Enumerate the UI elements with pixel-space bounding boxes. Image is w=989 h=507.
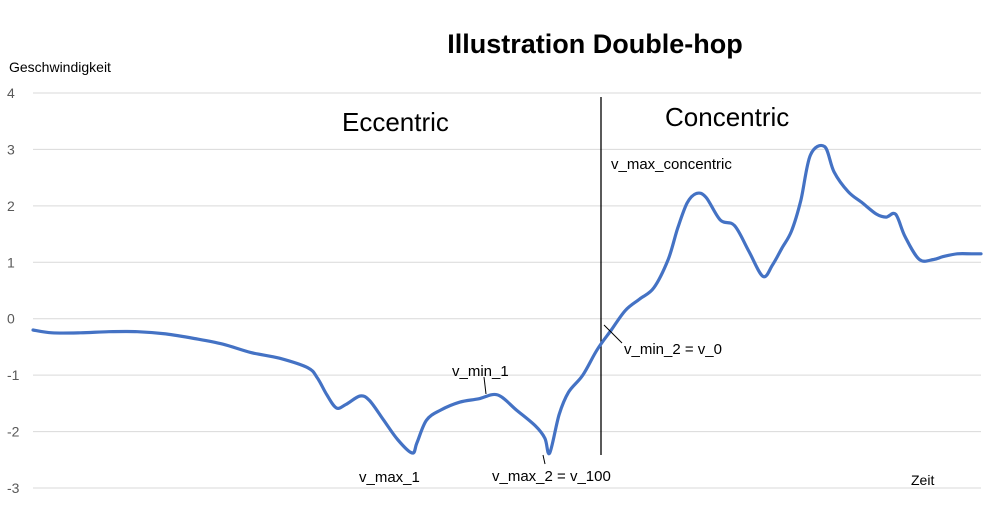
x-axis-label: Zeit	[911, 472, 934, 488]
annotation-v-min-1: v_min_1	[452, 363, 509, 380]
y-tick-label-0: 4	[7, 85, 15, 101]
annotation-v-min-2: v_min_2 = v_0	[624, 341, 722, 358]
leader-line-v-min-2	[603, 324, 623, 344]
y-tick-label-1: 3	[7, 141, 15, 157]
annotation-v-max-2: v_max_2 = v_100	[492, 468, 611, 485]
chart-title: Illustration Double-hop	[447, 29, 742, 59]
phase-label-concentric: Concentric	[665, 102, 789, 132]
leader-line-v-max-2	[542, 454, 546, 465]
gridlines	[33, 92, 981, 489]
y-tick-label-7: -3	[7, 480, 20, 496]
y-tick-label-3: 1	[7, 254, 15, 270]
annotation-v-max-concentric: v_max_concentric	[611, 156, 732, 173]
y-tick-labels: 4 3 2 1 0 -1 -2 -3	[7, 85, 20, 496]
phase-label-eccentric: Eccentric	[342, 107, 449, 137]
y-tick-label-2: 2	[7, 198, 15, 214]
leader-line-v-min-1	[483, 376, 487, 395]
annotation-v-max-1: v_max_1	[359, 469, 420, 486]
y-tick-label-4: 0	[7, 311, 15, 327]
y-tick-label-6: -2	[7, 424, 20, 440]
y-axis-label: Geschwindigkeit	[9, 59, 111, 75]
y-tick-label-5: -1	[7, 367, 20, 383]
velocity-series-line	[31, 143, 983, 456]
